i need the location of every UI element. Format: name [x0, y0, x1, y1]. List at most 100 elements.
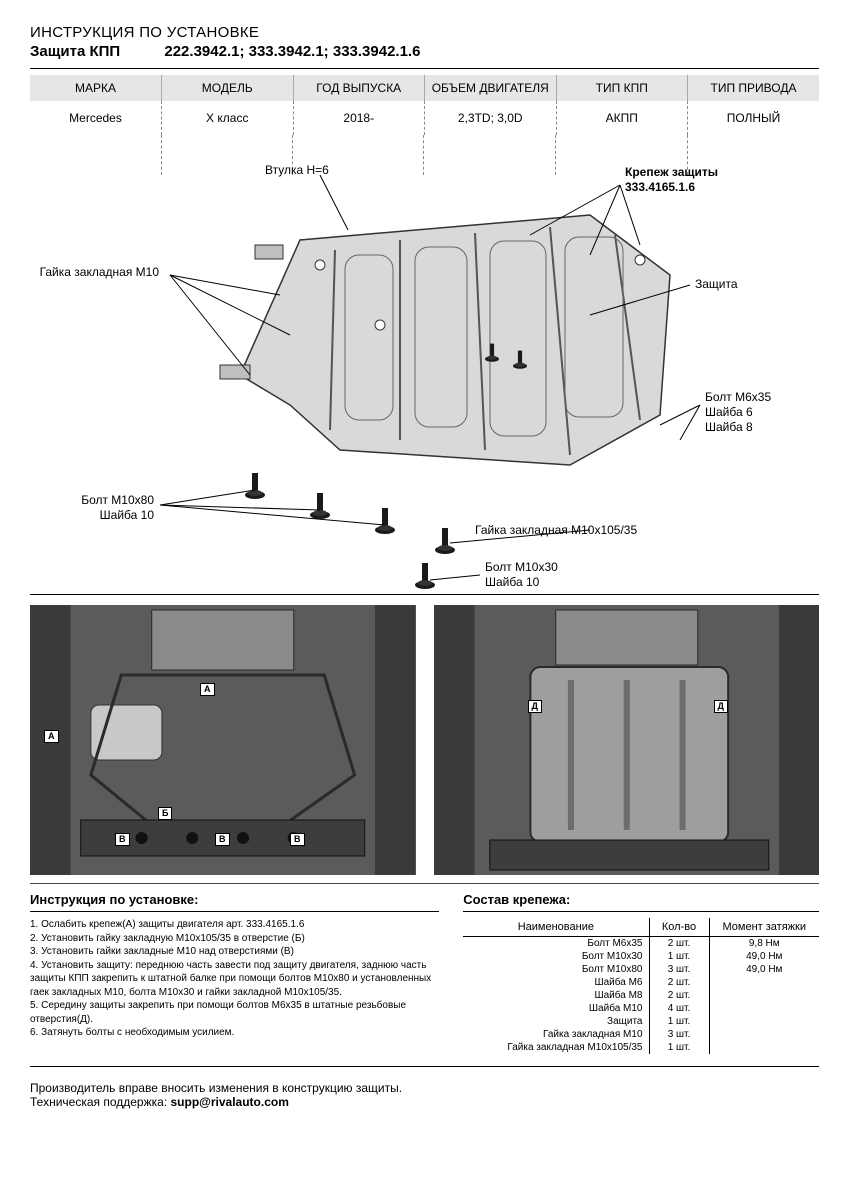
table-row: Болт М10х803 шт.49,0 Нм [463, 963, 819, 976]
label-bolt-m10x30-line1: Болт М10х30 [485, 560, 558, 574]
parts-cell: 2 шт. [649, 989, 709, 1002]
label-bolt-m6-line1: Болт М6х35 [705, 390, 771, 404]
parts-cell [709, 1015, 819, 1028]
spec-col-header: ТИП КПП [556, 75, 688, 101]
label-gaika-m10x105: Гайка закладная М10х105/35 [475, 523, 637, 538]
instructions-block: Инструкция по установке: 1. Ослабить кре… [30, 890, 439, 1054]
divider [30, 68, 819, 69]
footer-email: supp@rivalauto.com [170, 1095, 288, 1109]
parts-cell: 4 шт. [649, 1002, 709, 1015]
parts-cell: Защита [463, 1015, 649, 1028]
marker-d1: Д [528, 700, 542, 713]
spec-cell: ПОЛНЫЙ [688, 101, 820, 135]
table-row: Защита1 шт. [463, 1015, 819, 1028]
label-bolt-m10x80: Болт М10х80 Шайба 10 [81, 493, 154, 523]
parts-cell: 9,8 Нм [709, 937, 819, 951]
plate-svg [30, 135, 820, 595]
divider [30, 883, 819, 884]
parts-cell [709, 976, 819, 989]
marker-v2: В [215, 833, 230, 846]
marker-d2: Д [714, 700, 728, 713]
marker-b: Б [158, 807, 172, 820]
header-subtitle: ИНСТРУКЦИЯ ПО УСТАНОВКЕ [30, 24, 819, 41]
spec-table: МАРКАМОДЕЛЬГОД ВЫПУСКАОБЪЕМ ДВИГАТЕЛЯТИП… [30, 75, 819, 135]
parts-cell: 2 шт. [649, 937, 709, 951]
spec-col-header: ОБЪЕМ ДВИГАТЕЛЯ [425, 75, 557, 101]
instruction-step: 5. Середину защиты закрепить при помощи … [30, 999, 439, 1026]
table-row: Болт М10х301 шт.49,0 Нм [463, 950, 819, 963]
spec-col-header: ГОД ВЫПУСКА [293, 75, 425, 101]
parts-cell [709, 1028, 819, 1041]
label-vtulka: Втулка H=6 [265, 163, 329, 178]
parts-cell [709, 1002, 819, 1015]
table-row: Гайка закладная М103 шт. [463, 1028, 819, 1041]
label-shaiba10b: Шайба 10 [485, 575, 558, 590]
spec-cell: X класс [162, 101, 294, 135]
marker-v3: В [290, 833, 305, 846]
parts-cell: 1 шт. [649, 1015, 709, 1028]
parts-cell: Шайба М8 [463, 989, 649, 1002]
footer-line1: Производитель вправе вносить изменения в… [30, 1081, 819, 1095]
label-bolt-m6: Болт М6х35 Шайба 6 Шайба 8 [705, 390, 771, 435]
instructions-steps: 1. Ослабить крепеж(А) защиты двигателя а… [30, 918, 439, 1040]
instructions-title: Инструкция по установке: [30, 892, 439, 907]
parts-title: Состав крепежа: [463, 892, 819, 907]
install-photos: А А Б В В В Д Д [30, 605, 819, 875]
label-bolt-m10x30: Болт М10х30 Шайба 10 [485, 560, 558, 590]
parts-cell: 1 шт. [649, 1041, 709, 1054]
parts-col-header: Наименование [463, 918, 649, 937]
instruction-step: 4. Установить защиту: переднюю часть зав… [30, 959, 439, 1000]
label-krepezh-code: 333.4165.1.6 [625, 180, 718, 195]
marker-a2: А [200, 683, 215, 696]
spec-cell: 2,3TD; 3,0D [425, 101, 557, 135]
label-zashita: Защита [695, 277, 738, 292]
parts-col-header: Кол-во [649, 918, 709, 937]
instruction-step: 3. Установить гайки закладные М10 над от… [30, 945, 439, 959]
label-shaiba8: Шайба 8 [705, 420, 771, 435]
marker-v1: В [115, 833, 130, 846]
marker-a1: А [44, 730, 59, 743]
parts-block: Состав крепежа: НаименованиеКол-воМомент… [463, 890, 819, 1054]
parts-cell [709, 989, 819, 1002]
instruction-step: 1. Ослабить крепеж(А) защиты двигателя а… [30, 918, 439, 932]
spec-cell: Mercedes [30, 101, 162, 135]
spec-col-header: МОДЕЛЬ [162, 75, 294, 101]
product-codes: 222.3942.1; 333.3942.1; 333.3942.1.6 [164, 43, 420, 60]
label-krepezh: Крепеж защиты 333.4165.1.6 [625, 165, 718, 195]
parts-cell: Гайка закладная М10х105/35 [463, 1041, 649, 1054]
parts-cell: Болт М10х30 [463, 950, 649, 963]
label-bolt-m10x80-line1: Болт М10х80 [81, 493, 154, 507]
photo-before: А А Б В В В [30, 605, 416, 875]
parts-cell: 1 шт. [649, 950, 709, 963]
divider [30, 1066, 819, 1067]
label-shaiba6: Шайба 6 [705, 405, 771, 420]
footer: Производитель вправе вносить изменения в… [30, 1081, 819, 1109]
label-gaika-m10: Гайка закладная М10 [40, 265, 159, 280]
table-row: Болт М6х352 шт.9,8 Нм [463, 937, 819, 951]
table-row: Шайба М82 шт. [463, 989, 819, 1002]
photo-after: Д Д [434, 605, 820, 875]
table-row: Гайка закладная М10х105/351 шт. [463, 1041, 819, 1054]
table-row: Шайба М62 шт. [463, 976, 819, 989]
parts-cell: 49,0 Нм [709, 963, 819, 976]
spec-cell: АКПП [556, 101, 688, 135]
instruction-step: 2. Установить гайку закладную М10х105/35… [30, 932, 439, 946]
spec-cell: 2018- [293, 101, 425, 135]
header: ИНСТРУКЦИЯ ПО УСТАНОВКЕ Защита КПП 222.3… [30, 24, 819, 60]
parts-cell: Болт М6х35 [463, 937, 649, 951]
parts-cell: 2 шт. [649, 976, 709, 989]
parts-table: НаименованиеКол-воМомент затяжки Болт М6… [463, 918, 819, 1054]
parts-cell: Гайка закладная М10 [463, 1028, 649, 1041]
instruction-step: 6. Затянуть болты с необходимым усилием. [30, 1026, 439, 1040]
parts-cell: 3 шт. [649, 963, 709, 976]
exploded-diagram: Втулка H=6 Крепеж защиты 333.4165.1.6 Га… [30, 135, 819, 595]
label-shaiba10a: Шайба 10 [81, 508, 154, 523]
parts-col-header: Момент затяжки [709, 918, 819, 937]
parts-cell: Шайба М6 [463, 976, 649, 989]
parts-cell: 3 шт. [649, 1028, 709, 1041]
parts-cell [709, 1041, 819, 1054]
parts-cell: Шайба М10 [463, 1002, 649, 1015]
product-name: Защита КПП [30, 43, 120, 60]
parts-cell: 49,0 Нм [709, 950, 819, 963]
spec-col-header: ТИП ПРИВОДА [688, 75, 820, 101]
